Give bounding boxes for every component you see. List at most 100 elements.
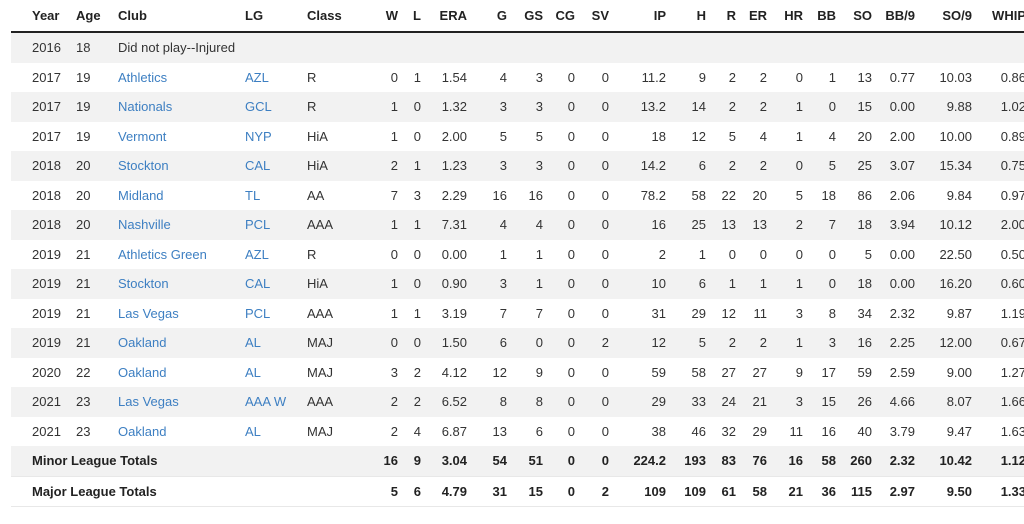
column-header-year[interactable]: Year — [11, 0, 76, 33]
cell-class: HiA — [307, 128, 328, 144]
club-link[interactable]: Midland — [118, 187, 164, 203]
cell-bb: 3 — [803, 328, 836, 358]
cell-er: 0 — [759, 246, 767, 262]
header-row: Year Age Club LG Class W L ERA G GS CG SV IP H R ER HR BB… — [11, 0, 1024, 33]
column-header-club[interactable]: Club — [118, 0, 245, 33]
cell-class: AA — [307, 187, 325, 203]
cell-g: 3 — [467, 92, 507, 122]
cell-er: 2 — [736, 92, 767, 122]
cell-so-9: 10.12 — [915, 210, 972, 240]
total-whip: 1.12 — [972, 446, 1024, 477]
league-link[interactable]: AZL — [245, 246, 269, 262]
club-link[interactable]: Oakland — [118, 423, 167, 439]
cell-era: 0.90 — [421, 269, 467, 299]
cell-era: 2.29 — [441, 187, 467, 203]
column-header-era[interactable]: ERA — [421, 0, 467, 33]
league-link[interactable]: PCL — [245, 305, 271, 321]
league-link[interactable]: PCL — [245, 210, 307, 240]
league-link[interactable]: AL — [245, 328, 307, 358]
cell-age: 19 — [76, 69, 91, 85]
column-header-so-9[interactable]: SO/9 — [915, 0, 972, 33]
cell-era: 7.31 — [421, 210, 467, 240]
club-link[interactable]: Las Vegas — [118, 387, 245, 417]
cell-h: 1 — [698, 246, 706, 262]
column-header-r[interactable]: R — [706, 0, 736, 33]
column-header-bb[interactable]: BB — [803, 0, 836, 33]
cell-h: 6 — [666, 269, 706, 299]
cell-w: 2 — [363, 151, 398, 181]
column-header-er[interactable]: ER — [736, 0, 767, 33]
column-header-cg[interactable]: CG — [543, 0, 575, 33]
league-link[interactable]: NYP — [245, 128, 272, 144]
cell-sv: 0 — [575, 269, 609, 299]
totals-label: Minor League Totals — [11, 446, 363, 477]
cell-bb: 16 — [821, 423, 836, 439]
cell-bb-9: 0.77 — [889, 69, 915, 85]
table-row: 2018 20 Stockton CAL HiA 2 1 1.23 3 3 0 0 14.2 6 2 2 0 5 2… — [11, 151, 1024, 181]
cell-hr: 0 — [795, 69, 803, 85]
column-header-bb-9[interactable]: BB/9 — [872, 0, 915, 33]
cell-hr: 11 — [789, 423, 804, 439]
cell-bb-9: 3.94 — [872, 210, 915, 240]
cell-class: R — [307, 92, 363, 122]
total-l: 9 — [398, 446, 421, 477]
league-link[interactable]: CAL — [245, 151, 307, 181]
cell-l: 1 — [398, 151, 421, 181]
cell-r: 2 — [706, 328, 736, 358]
column-header-ip[interactable]: IP — [609, 0, 666, 33]
column-header-whip[interactable]: WHIP — [972, 0, 1024, 33]
cell-year: 2017 — [11, 92, 76, 122]
cell-ip: 12 — [609, 328, 666, 358]
club-link[interactable]: Stockton — [118, 151, 245, 181]
cell-bb: 0 — [803, 92, 836, 122]
club-link[interactable]: Athletics — [118, 69, 168, 85]
cell-cg: 0 — [567, 69, 575, 85]
cell-w: 3 — [390, 364, 398, 380]
cell-sv: 2 — [575, 328, 609, 358]
column-header-l[interactable]: L — [398, 0, 421, 33]
club-link[interactable]: Vermont — [118, 128, 167, 144]
club-link[interactable]: Stockton — [118, 269, 245, 299]
cell-g: 7 — [499, 305, 507, 321]
cell-year: 2021 — [11, 387, 76, 417]
club-link[interactable]: Oakland — [118, 364, 167, 380]
column-header-age[interactable]: Age — [76, 0, 118, 33]
cell-so: 59 — [857, 364, 872, 380]
club-link[interactable]: Oakland — [118, 328, 245, 358]
cell-ip: 18 — [651, 128, 666, 144]
club-link[interactable]: Nashville — [118, 210, 245, 240]
column-header-hr[interactable]: HR — [767, 0, 803, 33]
column-header-h[interactable]: H — [666, 0, 706, 33]
cell-sv: 0 — [601, 305, 609, 321]
league-link[interactable]: GCL — [245, 92, 307, 122]
cell-cg: 0 — [567, 128, 575, 144]
column-header-g[interactable]: G — [467, 0, 507, 33]
cell-hr: 3 — [795, 305, 803, 321]
cell-era: 1.50 — [421, 328, 467, 358]
total-h: 109 — [666, 476, 706, 507]
table-row: 2020 22 Oakland AL MAJ 3 2 4.12 12 9 0 0 59 58 27 27 9 17… — [11, 358, 1024, 388]
column-header-lg[interactable]: LG — [245, 0, 307, 33]
cell-l: 0 — [398, 269, 421, 299]
club-link[interactable]: Athletics Green — [118, 246, 207, 262]
league-link[interactable]: AAA W — [245, 387, 307, 417]
table-row: 2018 20 Nashville PCL AAA 1 1 7.31 4 4 0 0 16 25 13 13 2… — [11, 210, 1024, 240]
league-link[interactable]: AZL — [245, 69, 269, 85]
league-link[interactable]: AL — [245, 423, 261, 439]
league-link[interactable]: TL — [245, 187, 261, 203]
club-link[interactable]: Las Vegas — [118, 305, 179, 321]
league-link[interactable]: CAL — [245, 269, 307, 299]
column-header-so[interactable]: SO — [836, 0, 872, 33]
cell-w: 1 — [390, 305, 398, 321]
column-header-gs[interactable]: GS — [507, 0, 543, 33]
club-link[interactable]: Nationals — [118, 92, 245, 122]
league-link[interactable]: AL — [245, 364, 261, 380]
cell-hr: 3 — [767, 387, 803, 417]
column-header-class[interactable]: Class — [307, 0, 363, 33]
cell-ip: 78.2 — [640, 187, 666, 203]
column-header-sv[interactable]: SV — [575, 0, 609, 33]
column-header-w[interactable]: W — [363, 0, 398, 33]
total-era: 4.79 — [421, 476, 467, 507]
cell-whip: 0.75 — [972, 151, 1024, 181]
cell-so-9: 9.87 — [946, 305, 972, 321]
